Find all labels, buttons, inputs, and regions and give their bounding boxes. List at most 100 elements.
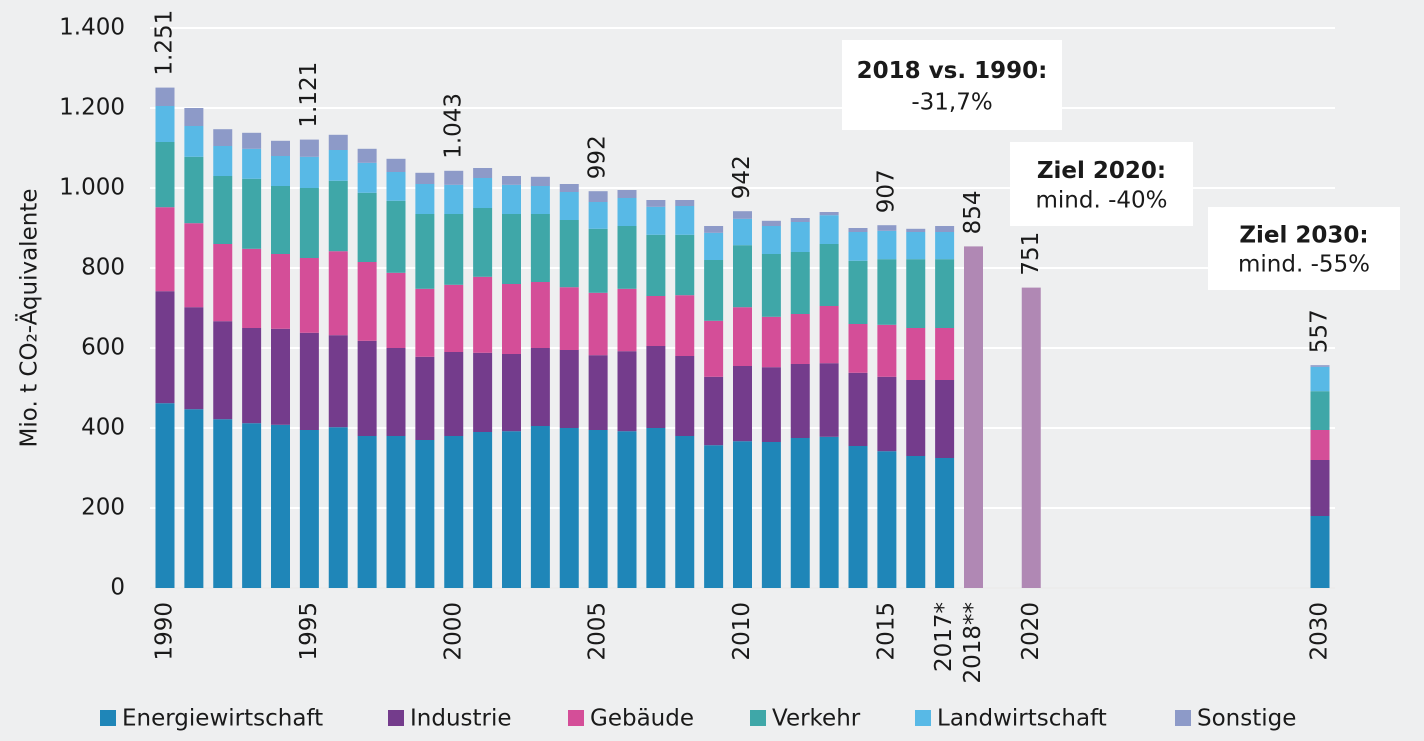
bar-segment bbox=[530, 176, 550, 186]
bar-segment bbox=[242, 423, 262, 588]
legend-swatch bbox=[915, 710, 931, 726]
legend-swatch bbox=[1175, 710, 1191, 726]
bar-segment bbox=[877, 259, 897, 325]
bar-segment bbox=[530, 186, 550, 214]
total-label: 907 bbox=[873, 169, 899, 213]
x-tick-label: 2018** bbox=[960, 602, 986, 684]
bar-segment bbox=[328, 134, 348, 150]
bar-segment bbox=[271, 186, 290, 254]
annotation-box bbox=[842, 40, 1062, 130]
bar-segment bbox=[271, 254, 290, 329]
bar-segment bbox=[357, 436, 377, 588]
bar-segment bbox=[848, 232, 868, 261]
bar-segment bbox=[357, 192, 377, 262]
annotation-title: 2018 vs. 1990: bbox=[857, 58, 1048, 84]
bar-segment bbox=[386, 172, 406, 201]
bar-segment bbox=[473, 178, 493, 208]
bar-segment bbox=[271, 140, 290, 156]
x-tick: 2020 bbox=[1018, 602, 1044, 661]
bar-segment bbox=[877, 376, 897, 452]
bar-segment bbox=[559, 350, 579, 428]
total-label: 1.251 bbox=[152, 10, 178, 76]
y-tick-label: 600 bbox=[81, 335, 125, 361]
bar-segment bbox=[386, 348, 406, 436]
bar-segment bbox=[155, 106, 175, 142]
bar-segment bbox=[502, 184, 521, 214]
legend-label: Industrie bbox=[410, 706, 512, 732]
bar-segment bbox=[675, 295, 695, 356]
bar-segment bbox=[415, 184, 435, 214]
bar-segment bbox=[502, 214, 521, 284]
bar-segment bbox=[184, 108, 204, 126]
x-tick-label: 1995 bbox=[296, 602, 322, 661]
bar-segment bbox=[704, 445, 724, 588]
y-tick-label: 1.400 bbox=[59, 15, 125, 41]
x-tick-label: 2005 bbox=[585, 602, 611, 661]
bar-segment bbox=[155, 142, 175, 208]
bar-segment bbox=[242, 132, 262, 149]
bar-segment bbox=[530, 426, 550, 588]
bar-segment bbox=[502, 354, 521, 432]
bar-segment bbox=[357, 148, 377, 163]
bar-segment bbox=[530, 282, 550, 348]
bar-segment bbox=[906, 232, 926, 260]
y-axis-label: Mio. t CO₂-Äquivalente bbox=[15, 189, 43, 448]
bar-segment bbox=[675, 234, 695, 296]
bar-segment bbox=[242, 328, 262, 424]
bar-segment bbox=[559, 428, 579, 588]
bar-segment bbox=[819, 363, 839, 437]
bar-segment bbox=[271, 156, 290, 186]
total-label: 854 bbox=[960, 190, 986, 234]
bar-segment bbox=[819, 436, 839, 588]
bar-segment bbox=[1310, 430, 1330, 460]
bar-segment bbox=[213, 321, 233, 420]
bar-segment bbox=[299, 258, 319, 333]
bar-segment bbox=[617, 288, 637, 352]
bar-segment bbox=[761, 367, 781, 442]
y-tick-label: 400 bbox=[81, 415, 125, 441]
bar-segment bbox=[646, 296, 666, 346]
bar-segment bbox=[386, 158, 406, 172]
x-tick: 2030 bbox=[1307, 602, 1333, 661]
bar-segment bbox=[906, 380, 926, 456]
bar-segment bbox=[761, 254, 781, 317]
total-label: 557 bbox=[1307, 309, 1333, 353]
bar-segment bbox=[473, 352, 493, 432]
bar-segment bbox=[444, 170, 464, 185]
bar-segment bbox=[588, 430, 608, 588]
bar-segment bbox=[819, 215, 839, 244]
bar-segment bbox=[357, 262, 377, 341]
bar-segment bbox=[675, 436, 695, 588]
bar-segment bbox=[242, 178, 262, 249]
annotation-text: mind. -55% bbox=[1238, 252, 1370, 278]
bar-segment bbox=[328, 150, 348, 181]
bar-segment bbox=[444, 184, 464, 214]
bar-segment bbox=[617, 226, 637, 289]
bar-segment bbox=[733, 307, 752, 366]
bar-segment bbox=[906, 328, 926, 380]
bar-segment bbox=[328, 180, 348, 252]
bar-segment bbox=[328, 335, 348, 428]
bar-segment bbox=[242, 148, 262, 179]
bar-segment bbox=[415, 172, 435, 184]
bar-segment bbox=[213, 244, 233, 322]
x-tick: 1995 bbox=[296, 602, 322, 661]
bar-segment bbox=[588, 292, 608, 356]
bar-segment bbox=[761, 220, 781, 226]
bar-segment bbox=[646, 206, 666, 235]
bar-segment bbox=[444, 436, 464, 588]
bar-segment bbox=[935, 232, 955, 260]
total-label: 942 bbox=[729, 155, 755, 199]
bar-segment bbox=[877, 324, 897, 377]
bar-segment bbox=[646, 234, 666, 296]
bar-segment bbox=[761, 316, 781, 368]
legend-swatch bbox=[568, 710, 584, 726]
bar-segment bbox=[964, 246, 983, 588]
x-tick-label: 1990 bbox=[152, 602, 178, 661]
y-tick-label: 800 bbox=[81, 255, 125, 281]
bar-segment bbox=[704, 376, 724, 446]
bar-segment bbox=[704, 232, 724, 260]
total-label: 992 bbox=[585, 135, 611, 179]
x-tick-label: 2000 bbox=[440, 602, 466, 661]
